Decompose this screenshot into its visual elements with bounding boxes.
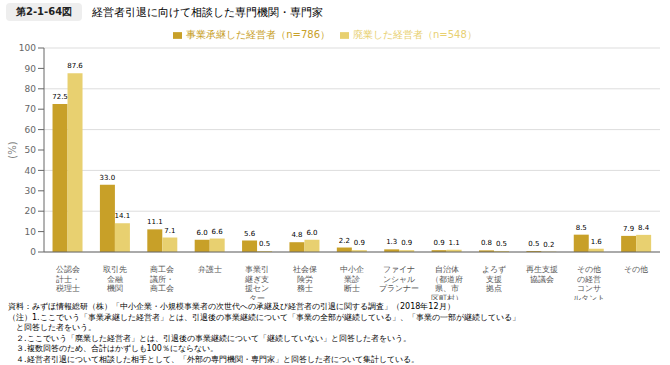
svg-text:7.1: 7.1 <box>164 227 175 235</box>
svg-text:0.2: 0.2 <box>543 241 554 249</box>
svg-text:(%): (%) <box>8 141 18 158</box>
svg-text:11.1: 11.1 <box>147 218 163 226</box>
svg-text:72.5: 72.5 <box>52 93 68 101</box>
html-text:（注）1.ここでいう「事業承継した経営者」とは、引退後の事業: （注）1.ここでいう「事業承継した経営者」とは、引退後の事業継続について「事業の… <box>8 312 520 322</box>
svg-text:1.3: 1.3 <box>386 238 397 246</box>
svg-text:その他: その他 <box>624 265 648 274</box>
svg-text:よろず支援拠点: よろず支援拠点 <box>482 265 506 293</box>
svg-text:6.0: 6.0 <box>306 229 317 237</box>
svg-text:10: 10 <box>25 227 37 237</box>
svg-text:1.6: 1.6 <box>591 238 603 246</box>
svg-text:8.5: 8.5 <box>576 224 587 232</box>
svg-text:80: 80 <box>25 84 37 94</box>
svg-text:再生支援協議会: 再生支援協議会 <box>526 265 558 284</box>
svg-text:90: 90 <box>25 64 37 74</box>
svg-text:50: 50 <box>25 145 37 155</box>
html-text:第2-1-64図: 第2-1-64図 <box>16 6 73 17</box>
svg-text:0.5: 0.5 <box>259 240 270 248</box>
svg-text:0: 0 <box>30 247 36 257</box>
html-text:３.複数回答のため、合計はかずしも100％にならない。: ３.複数回答のため、合計はかずしも100％にならない。 <box>8 344 218 353</box>
html-text:事業承継した経営者（n=786）: 事業承継した経営者（n=786） <box>186 29 330 40</box>
svg-text:社会保険労務士: 社会保険労務士 <box>293 265 317 293</box>
svg-text:0.5: 0.5 <box>496 240 507 248</box>
svg-text:自治体（都道府県、市区町村）: 自治体（都道府県、市区町村） <box>431 265 463 300</box>
svg-text:1.1: 1.1 <box>449 239 460 247</box>
svg-text:5.6: 5.6 <box>244 230 256 238</box>
svg-text:8.4: 8.4 <box>638 224 650 232</box>
html-text:経営者引退に向けて相談した専門機関・専門家: 経営者引退に向けて相談した専門機関・専門家 <box>92 5 324 19</box>
svg-text:0.9: 0.9 <box>401 239 412 247</box>
svg-text:33.0: 33.0 <box>100 174 116 182</box>
html-text:廃業した経営者（n=548）: 廃業した経営者（n=548） <box>353 29 477 40</box>
svg-text:事業引継ぎ支援センター: 事業引継ぎ支援センター <box>244 265 269 300</box>
svg-text:60: 60 <box>25 125 37 135</box>
svg-text:87.6: 87.6 <box>67 62 83 70</box>
html-text:資料：みずほ情報総研（株）「中小企業・小規模事業者の次世代へ: 資料：みずほ情報総研（株）「中小企業・小規模事業者の次世代への承継及び経営者の引… <box>8 302 455 311</box>
svg-text:0.8: 0.8 <box>481 239 492 247</box>
svg-text:100: 100 <box>19 43 36 53</box>
svg-text:商工会議所・商工会: 商工会議所・商工会 <box>150 265 174 293</box>
svg-text:6.0: 6.0 <box>197 229 208 237</box>
html-text:４.経営者引退について相談した相手として、「外部の専門機関・: ４.経営者引退について相談した相手として、「外部の専門機関・専門家」と回答した者… <box>8 354 419 364</box>
svg-text:40: 40 <box>25 166 37 176</box>
svg-text:ファイナンシャルプランナー: ファイナンシャルプランナー <box>379 265 419 293</box>
html-text:と回答した者をいう。: と回答した者をいう。 <box>8 323 96 332</box>
svg-text:20: 20 <box>25 206 37 216</box>
svg-text:その他の経営コンサルタント: その他の経営コンサルタント <box>573 265 605 300</box>
svg-text:4.8: 4.8 <box>291 231 302 239</box>
svg-text:0.5: 0.5 <box>528 240 539 248</box>
svg-text:2.2: 2.2 <box>339 237 350 245</box>
svg-text:弁護士: 弁護士 <box>198 265 222 274</box>
svg-text:0.9: 0.9 <box>354 239 365 247</box>
svg-text:0.9: 0.9 <box>434 239 445 247</box>
svg-text:7.9: 7.9 <box>623 225 634 233</box>
svg-text:中小企業診断士: 中小企業診断士 <box>340 265 364 293</box>
svg-text:公認会計士・税理士: 公認会計士・税理士 <box>56 265 80 293</box>
svg-text:14.1: 14.1 <box>115 212 131 220</box>
html-text:２.ここでいう「廃業した経営者」とは、引退後の事業継続につい: ２.ここでいう「廃業した経営者」とは、引退後の事業継続について「継続していない」… <box>8 333 411 343</box>
svg-text:取引先金融機関: 取引先金融機関 <box>103 265 127 293</box>
svg-text:70: 70 <box>25 104 37 114</box>
svg-text:30: 30 <box>25 186 37 196</box>
svg-text:6.6: 6.6 <box>212 228 224 236</box>
